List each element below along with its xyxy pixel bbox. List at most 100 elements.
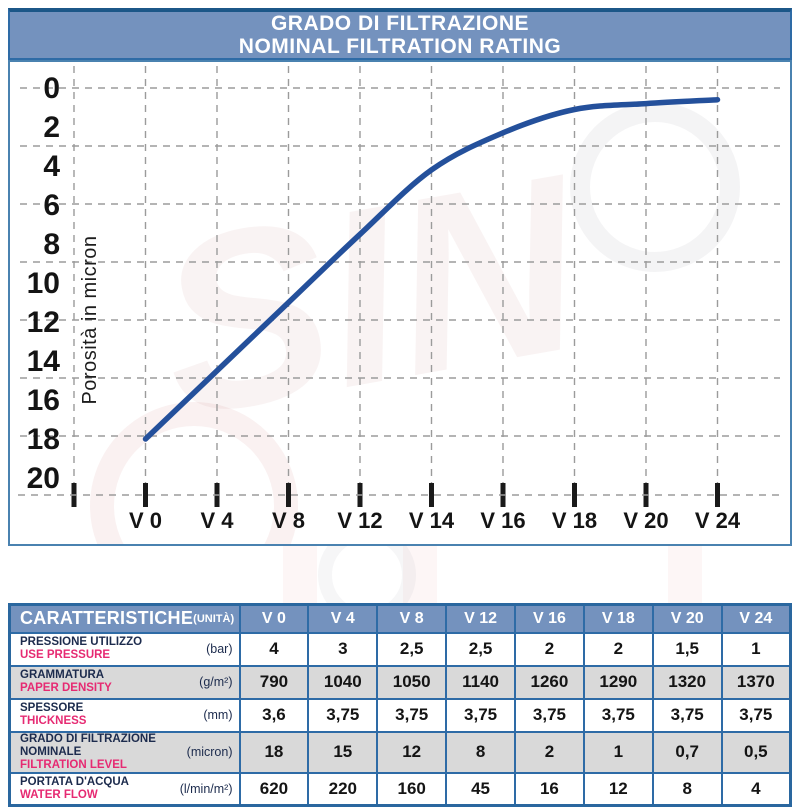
column-header: V 24 (720, 603, 792, 634)
value-cell: 2,5 (376, 631, 448, 667)
row-label-italian: PRESSIONE UTILIZZO (20, 636, 143, 648)
x-tick-label: V 4 (200, 508, 234, 533)
row-label-cell: GRADO DI FILTRAZIONE NOMINALE FILTRATION … (8, 730, 241, 774)
table-row: GRAMMATURA PAPER DENSITY (g/m²) 790 1040 1050… (8, 664, 792, 700)
table-row: PRESSIONE UTILIZZO USE PRESSURE (bar) 4 3 2,5… (8, 631, 792, 667)
row-label-cell: GRAMMATURA PAPER DENSITY (g/m²) (8, 664, 241, 700)
row-label-english: WATER FLOW (20, 788, 98, 801)
y-tick-label: 12 (27, 306, 60, 339)
value-cell: 220 (307, 771, 379, 807)
y-tick-label: 6 (43, 189, 60, 222)
chart-title-band: GRADO DI FILTRAZIONE NOMINAL FILTRATION … (8, 8, 792, 60)
value-cell: 1370 (720, 664, 792, 700)
row-unit: (g/m²) (199, 675, 233, 689)
row-label-english: PAPER DENSITY (20, 682, 112, 694)
row-label-cell: PRESSIONE UTILIZZO USE PRESSURE (bar) (8, 631, 241, 667)
value-cell: 1040 (307, 664, 379, 700)
y-tick-label: 10 (27, 267, 60, 300)
chart-plot-area: V 0 V 4 V 8 V 12 V 14 V 16 V 18 V 20 V 24 0 2 4 6 8 10… (18, 66, 782, 533)
y-tick-label: 2 (43, 111, 60, 144)
value-cell: 3 (307, 631, 379, 667)
column-header: V 20 (651, 603, 723, 634)
value-cell: 1320 (651, 664, 723, 700)
y-axis-title: Porosità in micron (79, 235, 101, 404)
value-cell: 1290 (582, 664, 654, 700)
table-row: PORTATA D'ACQUA WATER FLOW (l/min/m²) 620 22… (8, 771, 792, 807)
column-header: V 12 (445, 603, 516, 634)
value-cell: 0,7 (651, 730, 723, 774)
x-tick-label: V 12 (337, 508, 382, 533)
x-tick (143, 483, 148, 507)
row-unit: (l/min/m²) (179, 781, 233, 796)
row-label-english: THICKNESS (20, 715, 87, 727)
table-header-label-cell: CARATTERISTICHE (UNITÀ) (8, 603, 241, 634)
watermark (403, 546, 437, 603)
y-tick-label: 16 (27, 384, 60, 417)
column-header: V 4 (307, 603, 379, 634)
row-unit: (bar) (206, 642, 233, 656)
x-tick-label: V 14 (409, 508, 455, 533)
row-label-english: FILTRATION LEVEL (20, 758, 127, 771)
value-cell: 1050 (376, 664, 448, 700)
x-tick (572, 483, 577, 507)
value-cell: 3,75 (582, 697, 654, 733)
value-cell: 18 (238, 730, 310, 774)
row-label-english: USE PRESSURE (20, 649, 111, 661)
value-cell: 1 (582, 730, 654, 774)
value-cell: 8 (445, 730, 516, 774)
value-cell: 1,5 (651, 631, 723, 667)
row-label-italian: GRAMMATURA (20, 669, 105, 681)
x-tick-label: V 18 (552, 508, 597, 533)
value-cell: 12 (582, 771, 654, 807)
x-tick (429, 483, 434, 507)
value-cell: 8 (651, 771, 723, 807)
row-unit: (micron) (186, 745, 233, 759)
x-tick-label: V 0 (129, 508, 162, 533)
y-tick-label: 8 (43, 228, 60, 261)
x-tick-label: V 16 (480, 508, 525, 533)
value-cell: 160 (376, 771, 448, 807)
chart-table-gap (8, 546, 792, 603)
row-label-italian: PORTATA D'ACQUA (20, 775, 129, 788)
value-cell: 3,6 (238, 697, 310, 733)
watermark (283, 546, 317, 603)
value-cell: 3,75 (720, 697, 792, 733)
filtration-curve (142, 96, 721, 442)
value-cell: 1140 (445, 664, 516, 700)
column-header: V 16 (514, 603, 585, 634)
column-header: V 18 (582, 603, 654, 634)
value-cell: 16 (514, 771, 585, 807)
value-cell: 3,75 (307, 697, 379, 733)
row-unit: (mm) (203, 708, 233, 722)
table-title: CARATTERISTICHE (20, 608, 194, 629)
value-cell: 790 (238, 664, 310, 700)
value-cell: 2,5 (445, 631, 516, 667)
table-row: SPESSORE THICKNESS (mm) 3,6 3,75 3,75 3,75 3,75… (8, 697, 792, 733)
value-cell: 3,75 (651, 697, 723, 733)
unit-column-label: (UNITÀ) (193, 612, 235, 625)
column-header: V 0 (238, 603, 310, 634)
value-cell: 12 (376, 730, 448, 774)
datasheet-page: GRADO DI FILTRAZIONE NOMINAL FILTRATION … (8, 8, 792, 807)
y-tick-label: 0 (43, 72, 60, 105)
x-tick-label: V 8 (272, 508, 305, 533)
value-cell: 2 (514, 730, 585, 774)
y-tick-label: 4 (43, 150, 60, 183)
value-cell: 3,75 (376, 697, 448, 733)
row-label-italian: SPESSORE (20, 702, 84, 714)
x-tick-label: V 20 (623, 508, 668, 533)
value-cell: 1 (720, 631, 792, 667)
row-label-cell: SPESSORE THICKNESS (mm) (8, 697, 241, 733)
value-cell: 4 (720, 771, 792, 807)
value-cell: 1260 (514, 664, 585, 700)
y-tick-label: 14 (27, 345, 61, 378)
watermark (318, 546, 416, 603)
value-cell: 15 (307, 730, 379, 774)
value-cell: 2 (514, 631, 585, 667)
x-tick (715, 483, 720, 507)
x-tick (286, 483, 291, 507)
y-tick-label: 20 (27, 462, 60, 495)
x-tick-label: V 24 (695, 508, 741, 533)
value-cell: 4 (238, 631, 310, 667)
